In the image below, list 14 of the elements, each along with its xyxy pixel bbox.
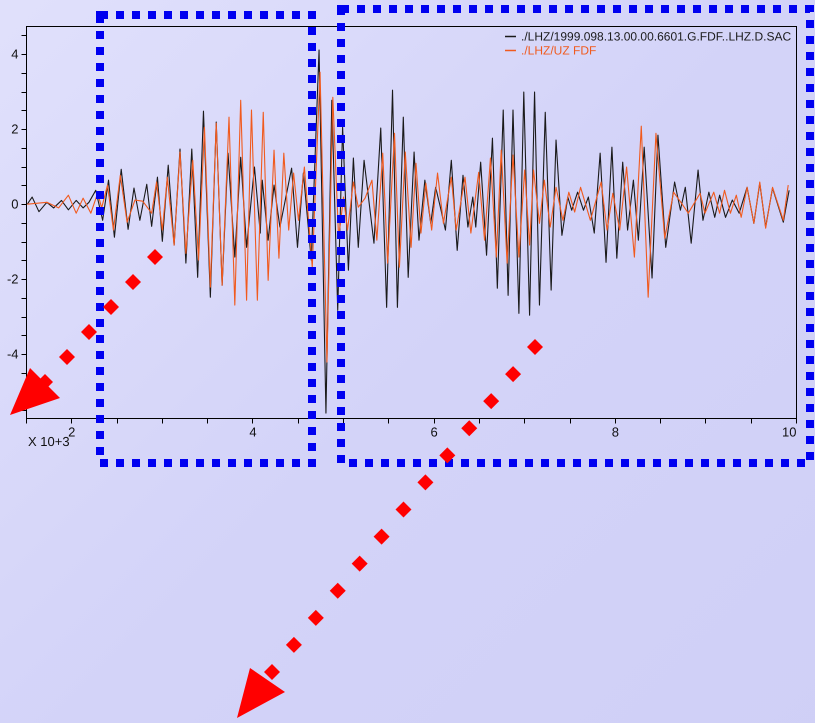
x-tick-label: 10 <box>782 424 796 440</box>
x-tick-label: 6 <box>430 424 438 440</box>
x-tick-label: 4 <box>249 424 257 440</box>
y-tick-label: -2 <box>6 272 18 287</box>
text: X 10+3 <box>28 434 70 449</box>
y-tick-label: 4 <box>11 46 18 62</box>
line-series <box>26 72 789 363</box>
legend-label: ./LHZ/UZ FDF <box>521 44 596 58</box>
legend-label: ./LHZ/1999.098.13.00.00.6601.G.FDF..LHZ.D.SAC <box>521 30 792 44</box>
y-tick-label: 0 <box>11 196 18 212</box>
x-tick-label: 2 <box>68 424 76 440</box>
x-tick-label: 8 <box>612 424 619 440</box>
y-tick-label: -4 <box>6 346 18 362</box>
y-tick-label: 2 <box>11 122 18 137</box>
